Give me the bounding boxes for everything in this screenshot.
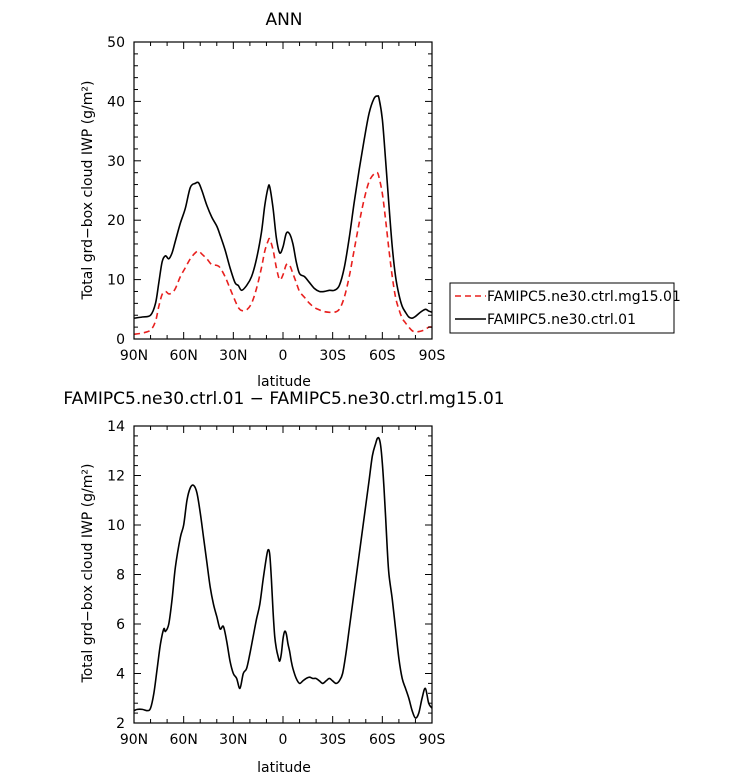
bottom-chart-y-axis-label: Total grd−box cloud IWP (g/m²) bbox=[80, 464, 96, 684]
x-tick-label: 30S bbox=[319, 348, 346, 364]
y-tick-label: 40 bbox=[107, 94, 125, 110]
x-tick-label: 60S bbox=[369, 732, 396, 748]
top-chart-title: ANN bbox=[265, 10, 302, 30]
x-tick-label: 60N bbox=[170, 348, 198, 364]
top-chart-y-axis-label: Total grd−box cloud IWP (g/m²) bbox=[80, 81, 96, 301]
y-tick-label: 0 bbox=[116, 332, 125, 348]
series-line-mg15 bbox=[133, 171, 433, 336]
x-tick-label: 90S bbox=[419, 732, 446, 748]
x-tick-label: 30S bbox=[319, 732, 346, 748]
y-tick-label: 30 bbox=[107, 154, 125, 170]
x-tick-label: 0 bbox=[279, 732, 288, 748]
top-chart-x-axis-label: latitude bbox=[257, 374, 311, 390]
bottom-chart-title: FAMIPC5.ne30.ctrl.01 − FAMIPC5.ne30.ctrl… bbox=[63, 389, 504, 409]
x-tick-label: 60N bbox=[170, 732, 198, 748]
y-tick-label: 4 bbox=[116, 667, 125, 683]
series-line-difference bbox=[133, 436, 433, 719]
x-tick-label: 90N bbox=[120, 348, 148, 364]
x-tick-label: 30N bbox=[219, 732, 247, 748]
y-tick-label: 2 bbox=[116, 716, 125, 732]
series-line-ctrl bbox=[133, 94, 433, 320]
top-chart-panel: ANN Total grd−box cloud IWP (g/m²) latit… bbox=[80, 10, 681, 390]
y-tick-label: 10 bbox=[107, 518, 125, 534]
x-tick-label: 90S bbox=[419, 348, 446, 364]
y-tick-label: 10 bbox=[107, 273, 125, 289]
legend-label-mg15: FAMIPC5.ne30.ctrl.mg15.01 bbox=[487, 289, 681, 305]
x-tick-label: 60S bbox=[369, 348, 396, 364]
y-tick-label: 14 bbox=[107, 419, 125, 435]
y-tick-label: 20 bbox=[107, 213, 125, 229]
x-tick-label: 30N bbox=[219, 348, 247, 364]
legend-label-ctrl: FAMIPC5.ne30.ctrl.01 bbox=[487, 312, 636, 328]
x-tick-label: 0 bbox=[279, 348, 288, 364]
bottom-chart-x-axis-label: latitude bbox=[257, 760, 311, 776]
legend-box bbox=[449, 282, 675, 334]
y-tick-label: 6 bbox=[116, 617, 125, 633]
x-tick-label: 90N bbox=[120, 732, 148, 748]
bottom-chart-panel: FAMIPC5.ne30.ctrl.01 − FAMIPC5.ne30.ctrl… bbox=[63, 389, 504, 776]
y-tick-label: 12 bbox=[107, 469, 125, 485]
bottom-chart-plot-frame bbox=[133, 425, 433, 724]
y-tick-label: 8 bbox=[116, 568, 125, 584]
y-tick-label: 50 bbox=[107, 35, 125, 51]
top-chart-legend: FAMIPC5.ne30.ctrl.mg15.01 FAMIPC5.ne30.c… bbox=[449, 282, 681, 334]
